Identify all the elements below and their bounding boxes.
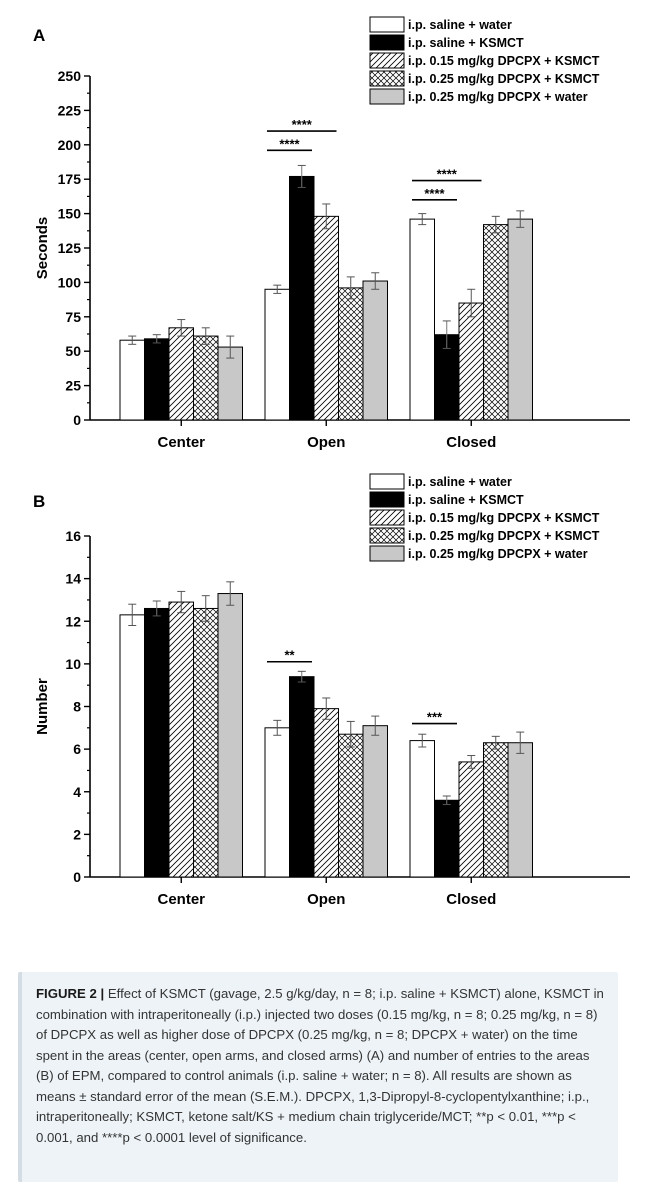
- y-tick-label: 4: [73, 784, 81, 800]
- legend-swatch: [369, 34, 405, 51]
- y-tick-label: 150: [58, 206, 82, 222]
- y-tick-label: 125: [58, 240, 82, 256]
- x-tick-label: Center: [157, 434, 205, 451]
- significance-label: ****: [279, 136, 300, 151]
- legend-swatch: [369, 491, 405, 508]
- bar: [289, 676, 315, 878]
- y-tick-label: 200: [58, 137, 82, 153]
- legend-label: i.p. 0.15 mg/kg DPCPX + KSMCT: [408, 54, 600, 68]
- legend-swatch: [369, 527, 405, 544]
- x-tick-label: Closed: [446, 434, 496, 451]
- bar: [168, 327, 194, 421]
- y-axis-label: Seconds: [34, 217, 51, 280]
- bar: [264, 288, 290, 421]
- x-tick-label: Open: [307, 434, 345, 451]
- significance-label: ****: [424, 186, 445, 201]
- legend-label: i.p. 0.25 mg/kg DPCPX + water: [408, 90, 588, 104]
- significance-label: ***: [427, 710, 443, 725]
- legend-label: i.p. saline + water: [408, 18, 512, 32]
- legend-label: i.p. 0.25 mg/kg DPCPX + KSMCT: [408, 72, 600, 86]
- bar: [458, 761, 484, 878]
- x-tick-label: Open: [307, 891, 345, 908]
- caption-prefix: FIGURE 2 |: [36, 986, 105, 1001]
- y-tick-label: 0: [73, 412, 81, 428]
- y-tick-label: 16: [65, 528, 81, 544]
- bar: [313, 708, 339, 878]
- y-tick-label: 25: [65, 378, 81, 394]
- legend-label: i.p. 0.15 mg/kg DPCPX + KSMCT: [408, 511, 600, 525]
- panel-label: B: [33, 492, 45, 511]
- y-tick-label: 75: [65, 309, 81, 325]
- y-tick-label: 10: [65, 656, 81, 672]
- bar: [144, 338, 170, 421]
- bar: [217, 593, 243, 878]
- y-tick-label: 8: [73, 699, 81, 715]
- legend-swatch: [369, 88, 405, 105]
- bar: [362, 725, 388, 878]
- bar: [507, 218, 533, 421]
- significance-label: ****: [292, 117, 313, 132]
- bar: [119, 339, 145, 421]
- bar: [338, 733, 364, 878]
- legend-label: i.p. 0.25 mg/kg DPCPX + KSMCT: [408, 529, 600, 543]
- legend-swatch: [369, 545, 405, 562]
- significance-label: ****: [437, 167, 458, 182]
- legend-label: i.p. saline + water: [408, 475, 512, 489]
- figure-2-charts: A0255075100125150175200225250SecondsCent…: [33, 16, 630, 908]
- legend-swatch: [369, 16, 405, 33]
- bar: [409, 740, 435, 878]
- legend-swatch: [369, 473, 405, 490]
- y-tick-label: 225: [58, 102, 82, 118]
- legend-swatch: [369, 70, 405, 87]
- panel-label: A: [33, 26, 45, 45]
- bar: [289, 175, 315, 421]
- significance-label: **: [284, 648, 295, 663]
- bar: [362, 280, 388, 421]
- bar: [217, 346, 243, 421]
- legend-swatch: [369, 52, 405, 69]
- bar: [313, 215, 339, 421]
- bar: [119, 614, 145, 878]
- legend-label: i.p. saline + KSMCT: [408, 36, 524, 50]
- x-tick-label: Closed: [446, 891, 496, 908]
- y-tick-label: 2: [73, 826, 81, 842]
- bar: [409, 218, 435, 421]
- bar: [483, 742, 509, 878]
- bar: [168, 601, 194, 878]
- caption-text: Effect of KSMCT (gavage, 2.5 g/kg/day, n…: [36, 986, 604, 1145]
- y-tick-label: 100: [58, 274, 82, 290]
- bar: [483, 224, 509, 421]
- panel-a: A 0 25 50 75 100 125 150 175 200 225 250 Seconds Cent…: [33, 16, 630, 451]
- bar: [193, 335, 219, 421]
- y-tick-label: 14: [65, 571, 81, 587]
- figure-caption: FIGURE 2 | Effect of KSMCT (gavage, 2.5 …: [18, 972, 618, 1182]
- bar: [338, 287, 364, 421]
- y-tick-label: 6: [73, 741, 81, 757]
- y-axis-label: Number: [34, 678, 51, 735]
- y-tick-label: 12: [65, 613, 81, 629]
- bar: [507, 742, 533, 878]
- y-tick-label: 50: [65, 343, 81, 359]
- bar: [193, 607, 219, 878]
- legend-label: i.p. saline + KSMCT: [408, 493, 524, 507]
- bar: [458, 302, 484, 421]
- y-tick-label: 0: [73, 869, 81, 885]
- x-tick-label: Center: [157, 891, 205, 908]
- y-tick-label: 175: [58, 171, 82, 187]
- bar: [144, 607, 170, 878]
- legend-swatch: [369, 509, 405, 526]
- y-tick-label: 250: [58, 68, 82, 84]
- bar: [434, 799, 460, 878]
- bar: [264, 727, 290, 878]
- legend-label: i.p. 0.25 mg/kg DPCPX + water: [408, 547, 588, 561]
